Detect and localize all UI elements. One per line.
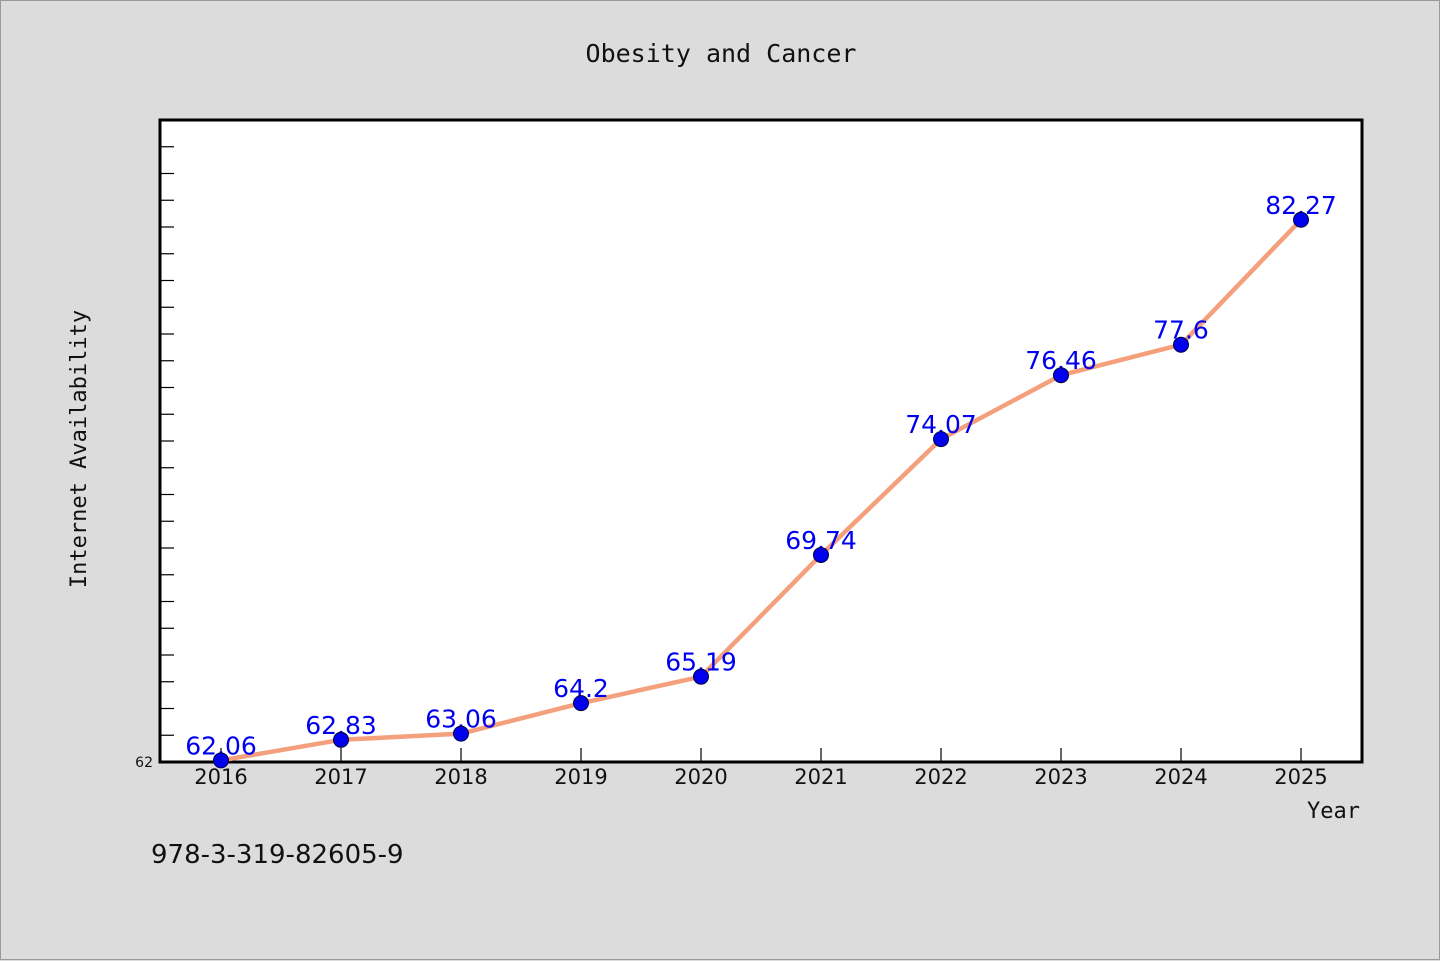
x-tick-label: 2022 xyxy=(914,765,967,789)
data-point xyxy=(453,725,469,742)
x-tick-label: 2016 xyxy=(194,765,247,789)
data-point xyxy=(813,546,829,563)
data-point xyxy=(933,431,949,448)
x-tick-label: 2025 xyxy=(1274,765,1327,789)
data-point xyxy=(333,731,349,748)
x-tick-label: 2019 xyxy=(554,765,607,789)
x-tick-label: 2021 xyxy=(794,765,847,789)
x-tick-label: 2024 xyxy=(1154,765,1207,789)
chart-title: Obesity and Cancer xyxy=(586,39,857,68)
data-point xyxy=(693,668,709,685)
data-point xyxy=(213,752,229,769)
y-axis-label: Internet Availability xyxy=(67,310,92,588)
x-axis-label: Year xyxy=(1307,799,1360,824)
data-point xyxy=(1173,336,1189,353)
x-tick-label: 2018 xyxy=(434,765,487,789)
data-point xyxy=(1053,367,1069,384)
x-tick-label: 2020 xyxy=(674,765,727,789)
x-tick-label: 2017 xyxy=(314,765,367,789)
data-point xyxy=(1293,211,1309,228)
y-tick-label: 62 xyxy=(135,755,153,771)
data-point xyxy=(573,695,589,712)
x-axis-ticks: 2016 2017 2018 2019 2020 2021 2022 2023 2024 2025 xyxy=(194,748,1328,789)
plot-area xyxy=(158,118,1364,764)
y-axis-ticks xyxy=(160,146,174,736)
series-line xyxy=(218,217,1304,763)
x-tick-label: 2023 xyxy=(1034,765,1087,789)
isbn-text: 978-3-319-82605-9 xyxy=(151,840,404,870)
